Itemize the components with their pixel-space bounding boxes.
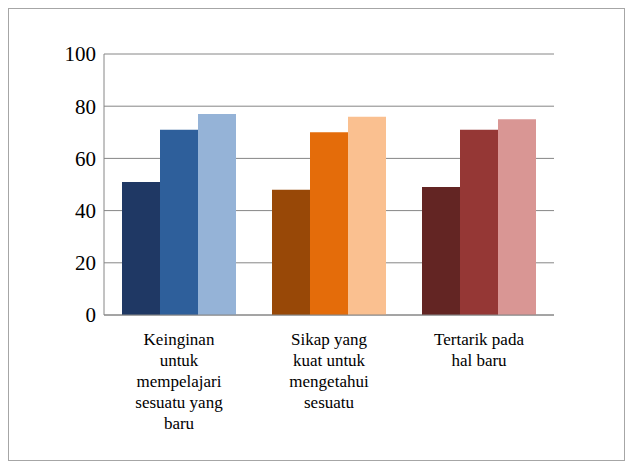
svg-text:40: 40 — [75, 199, 96, 223]
svg-text:0: 0 — [86, 303, 97, 327]
svg-text:Tertarik padahal baru: Tertarik padahal baru — [434, 330, 524, 370]
svg-text:80: 80 — [75, 95, 96, 119]
svg-text:20: 20 — [75, 251, 96, 275]
svg-text:Keinginanuntukmempelajarisesua: Keinginanuntukmempelajarisesuatu yangbar… — [135, 330, 223, 433]
svg-text:100: 100 — [65, 42, 97, 66]
svg-text:Sikap yangkuat untukmengetahui: Sikap yangkuat untukmengetahuisesuatu — [289, 330, 369, 412]
svg-text:60: 60 — [75, 147, 96, 171]
